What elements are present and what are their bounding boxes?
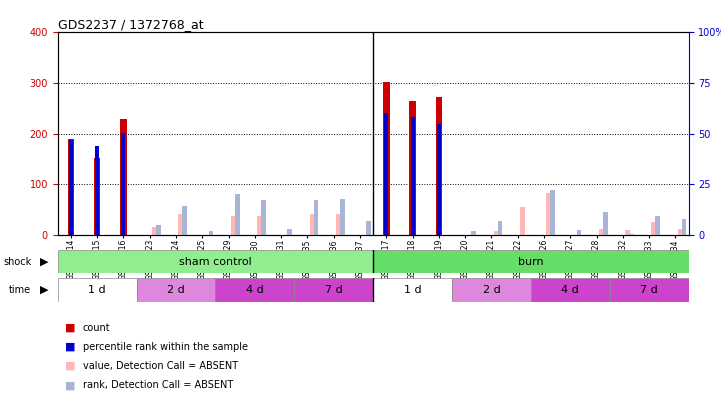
- Text: 1 d: 1 d: [88, 285, 106, 295]
- Bar: [531, 278, 610, 302]
- Text: ■: ■: [65, 361, 76, 371]
- Bar: [58, 278, 136, 302]
- Bar: [120, 119, 127, 235]
- Text: 7 d: 7 d: [325, 285, 342, 295]
- Bar: [216, 278, 294, 302]
- Bar: [288, 229, 292, 235]
- Bar: [437, 124, 441, 235]
- Bar: [231, 215, 236, 235]
- Bar: [68, 139, 74, 235]
- Text: rank, Detection Call = ABSENT: rank, Detection Call = ABSENT: [83, 380, 233, 390]
- Bar: [629, 234, 634, 235]
- Bar: [156, 225, 161, 235]
- Bar: [314, 200, 319, 235]
- Bar: [678, 229, 682, 235]
- Bar: [655, 215, 660, 235]
- Text: ▶: ▶: [40, 257, 49, 266]
- Bar: [373, 278, 452, 302]
- Bar: [58, 250, 373, 273]
- Bar: [257, 215, 262, 235]
- Bar: [309, 214, 314, 235]
- Bar: [95, 146, 99, 235]
- Text: percentile rank within the sample: percentile rank within the sample: [83, 342, 248, 352]
- Text: ■: ■: [65, 342, 76, 352]
- Bar: [121, 133, 125, 235]
- Bar: [435, 97, 442, 235]
- Text: ■: ■: [65, 323, 76, 333]
- Bar: [520, 207, 525, 235]
- Bar: [410, 117, 415, 235]
- Text: 2 d: 2 d: [482, 285, 500, 295]
- Bar: [598, 229, 603, 235]
- Bar: [577, 230, 581, 235]
- Text: ▶: ▶: [40, 285, 49, 295]
- Bar: [152, 227, 156, 235]
- Bar: [452, 278, 531, 302]
- Bar: [472, 231, 476, 235]
- Bar: [235, 194, 239, 235]
- Bar: [547, 194, 551, 235]
- Text: 4 d: 4 d: [246, 285, 264, 295]
- Text: value, Detection Call = ABSENT: value, Detection Call = ABSENT: [83, 361, 238, 371]
- Bar: [550, 190, 555, 235]
- Bar: [373, 250, 689, 273]
- Bar: [294, 278, 373, 302]
- Bar: [494, 231, 498, 235]
- Bar: [208, 231, 213, 235]
- Text: 1 d: 1 d: [404, 285, 421, 295]
- Bar: [410, 101, 416, 235]
- Bar: [603, 212, 608, 235]
- Bar: [94, 158, 100, 235]
- Bar: [366, 221, 371, 235]
- Bar: [68, 140, 73, 235]
- Text: shock: shock: [4, 257, 32, 266]
- Bar: [497, 221, 503, 235]
- Bar: [178, 214, 183, 235]
- Bar: [182, 206, 187, 235]
- Bar: [384, 113, 388, 235]
- Text: 2 d: 2 d: [167, 285, 185, 295]
- Bar: [625, 230, 630, 235]
- Text: 4 d: 4 d: [562, 285, 579, 295]
- Bar: [336, 214, 340, 235]
- Text: time: time: [9, 285, 31, 295]
- Text: count: count: [83, 323, 110, 333]
- Text: burn: burn: [518, 257, 544, 266]
- Text: 7 d: 7 d: [640, 285, 658, 295]
- Text: sham control: sham control: [179, 257, 252, 266]
- Text: GDS2237 / 1372768_at: GDS2237 / 1372768_at: [58, 18, 203, 31]
- Bar: [383, 82, 389, 235]
- Bar: [340, 200, 345, 235]
- Text: ■: ■: [65, 380, 76, 390]
- Bar: [261, 200, 266, 235]
- Bar: [681, 219, 686, 235]
- Bar: [651, 222, 656, 235]
- Bar: [136, 278, 216, 302]
- Bar: [610, 278, 689, 302]
